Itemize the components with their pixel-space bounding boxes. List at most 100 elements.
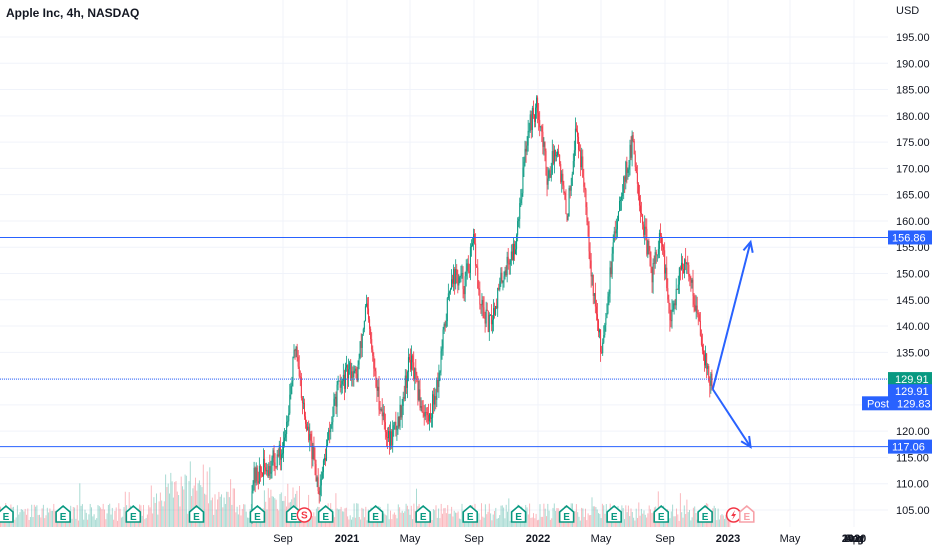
projection-arrow-line[interactable] — [711, 388, 752, 448]
candle-body — [551, 151, 553, 174]
volume-bar — [404, 511, 406, 527]
candle-body — [675, 289, 677, 306]
earnings-event-icon[interactable] — [285, 504, 302, 523]
volume-bar — [182, 486, 183, 527]
split-event-icon[interactable] — [296, 507, 313, 523]
earnings-event-icon[interactable] — [125, 504, 142, 523]
candle-body — [610, 267, 612, 275]
earnings-event-icon[interactable] — [249, 504, 266, 523]
candle-body — [554, 149, 556, 157]
candle-body — [646, 228, 648, 255]
volume-bar — [495, 507, 497, 527]
volume-bar — [79, 483, 81, 527]
candle-body — [690, 279, 692, 283]
earnings-event-icon[interactable] — [367, 504, 384, 523]
candle-body — [537, 97, 539, 113]
candle-body — [397, 416, 399, 430]
candle-body — [332, 416, 334, 423]
volume-bar — [497, 518, 499, 527]
volume-bar — [598, 513, 599, 527]
level-price-tag-text: 117.06 — [892, 442, 925, 454]
projection-arrow-line[interactable] — [711, 241, 752, 390]
volume-bar — [692, 507, 694, 527]
volume-bar — [263, 490, 265, 527]
earnings-event-icon[interactable] — [653, 504, 670, 523]
candle-body — [363, 320, 365, 330]
volume-bar — [102, 503, 104, 527]
candle-body — [389, 431, 391, 446]
volume-bar — [68, 520, 70, 527]
grid-lines — [0, 0, 888, 527]
candle-body — [698, 314, 700, 321]
candle-body — [260, 471, 262, 473]
volume-bar — [175, 481, 177, 527]
volume-bar — [405, 503, 407, 527]
candle-body — [405, 375, 407, 388]
candle-body — [273, 450, 275, 463]
candle-body — [417, 377, 419, 401]
volume-bar — [35, 506, 37, 527]
earnings-event-icon[interactable] — [188, 504, 205, 523]
projection-arrows[interactable] — [711, 239, 754, 449]
earnings-event-icon[interactable] — [317, 504, 334, 523]
earnings-event-icon[interactable] — [510, 504, 527, 523]
candle-body — [703, 350, 704, 355]
earnings-event-icon[interactable] — [738, 504, 755, 523]
volume-bar — [309, 516, 311, 527]
candle-body — [604, 324, 606, 336]
candle-body — [506, 256, 508, 276]
volume-bar — [403, 512, 404, 527]
candle-body — [265, 467, 267, 472]
volume-bar — [266, 509, 268, 527]
projection-arrow-head[interactable] — [742, 239, 754, 253]
candle-body — [461, 273, 463, 274]
volume-bar — [178, 495, 180, 527]
volume-bar — [409, 514, 411, 527]
earnings-event-icon[interactable] — [0, 504, 14, 523]
horizontal-levels[interactable] — [0, 236, 888, 448]
candle-body — [448, 291, 450, 294]
volume-bar — [53, 503, 55, 527]
candle-body — [342, 374, 344, 381]
candle-body — [318, 491, 320, 495]
earnings-event-icon[interactable] — [415, 504, 431, 523]
candle-body — [278, 444, 280, 457]
earnings-event-icon[interactable] — [697, 504, 713, 523]
candle-body — [427, 415, 429, 422]
candle-body — [613, 231, 615, 243]
candle-body — [706, 353, 708, 369]
candle-body — [652, 263, 654, 283]
candle-body — [276, 454, 278, 468]
volume-bar — [354, 517, 356, 527]
candle-body — [573, 150, 575, 161]
candle-body — [337, 380, 339, 385]
candle-body — [522, 167, 524, 194]
candle-body — [364, 306, 366, 321]
earnings-event-icon[interactable] — [606, 504, 622, 523]
earnings-event-icon[interactable] — [558, 504, 575, 523]
candle-body — [275, 466, 277, 468]
volume-bar — [271, 496, 273, 527]
volume-bar — [591, 497, 593, 527]
volume-bar — [640, 508, 642, 527]
earnings-event-glyph: E — [290, 512, 297, 523]
projection-arrow-head[interactable] — [740, 435, 752, 449]
volume-bar — [347, 516, 349, 527]
earnings-event-icon[interactable] — [462, 504, 479, 523]
candle-body — [683, 268, 685, 274]
candle-body — [627, 169, 629, 173]
volume-bar — [123, 507, 125, 527]
candle-body — [704, 354, 706, 366]
volume-bar — [205, 494, 207, 527]
volume-bar — [461, 503, 463, 527]
volume-bar — [695, 512, 697, 527]
earnings-event-icon[interactable] — [55, 504, 71, 523]
candle-body — [700, 335, 702, 345]
candle-body — [670, 320, 672, 322]
candle-body — [333, 398, 335, 417]
volume-bar — [195, 477, 196, 527]
candle-body — [516, 235, 518, 250]
